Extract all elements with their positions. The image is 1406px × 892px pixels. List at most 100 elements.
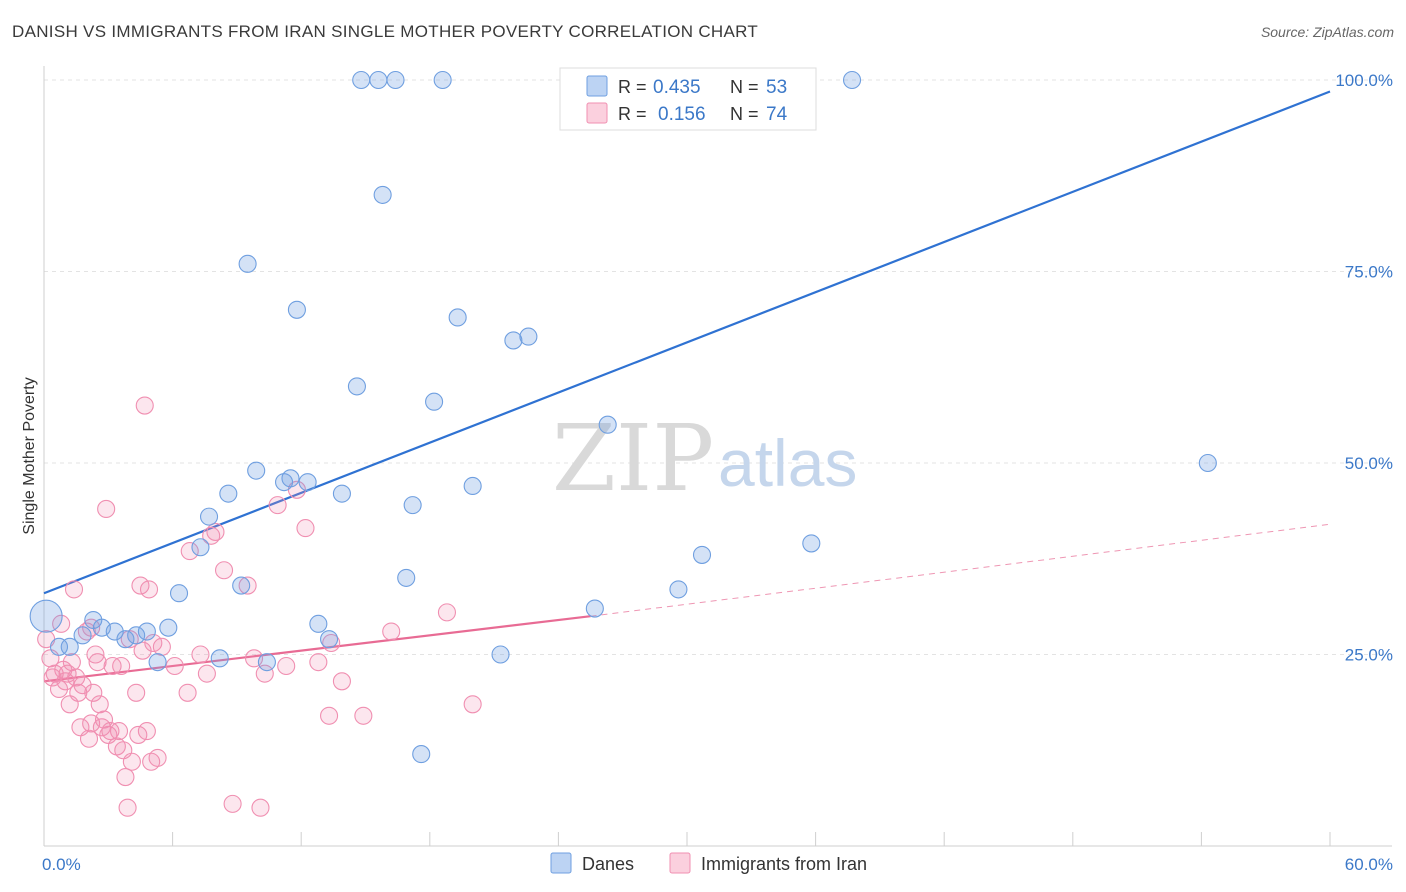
iran-point [206,522,225,541]
legend-r-label-2: R = [618,104,647,124]
danes-point [332,484,351,503]
danes-point [352,70,371,90]
danes-point [491,645,510,664]
danes-point [397,568,416,587]
iran-point [43,668,62,687]
danes-point [210,649,229,668]
danes-point [504,331,523,350]
danes-point [1198,453,1217,473]
trend-line-1 [43,615,591,683]
series-iran-points [37,396,482,817]
watermark-zip: ZIP [552,405,714,512]
iran-point [191,645,210,664]
iran-point [255,664,274,683]
legend-swatch-iran [586,102,608,124]
iran-point [92,718,111,737]
legend-r-label-1: R = [618,77,647,97]
danes-point [692,545,712,564]
iran-point [49,679,69,699]
danes-point [219,484,238,503]
iran-point [64,580,84,599]
bottom-legend-swatch-danes [550,852,572,874]
danes-point [463,476,482,496]
iran-point [86,645,105,664]
danes-point [298,473,317,492]
danes-point [169,584,189,603]
danes-point [127,626,146,645]
y-tick-label-2: 75.0% [1345,263,1393,282]
danes-point [403,496,422,515]
axes [43,66,1392,847]
x-tick-label-0: 0.0% [42,855,81,874]
iran-point [84,683,103,702]
iran-point [135,396,154,415]
iran-point [129,725,148,744]
iran-point [437,603,456,622]
iran-point [79,729,99,748]
danes-point [802,534,821,553]
iran-point [238,576,257,595]
tick-labels: 25.0% 50.0% 75.0% 100.0% 0.0% 60.0% [42,71,1393,874]
danes-point [148,653,167,672]
iran-point [148,748,167,767]
iran-point [127,683,146,702]
iran-point [197,664,216,683]
iran-point [116,768,135,787]
iran-point [223,794,242,813]
iran-point [122,752,141,771]
danes-point [232,576,251,595]
danes-point [842,70,862,90]
danes-point [73,626,92,645]
grid-lines [44,79,1392,655]
iran-point [251,798,270,817]
danes-point [585,599,604,618]
iran-point [144,633,163,653]
danes-point [257,653,276,672]
iran-point [463,695,482,714]
danes-point [425,392,444,411]
bottom-legend: Danes Immigrants from Iran [550,852,867,874]
danes-point [29,599,63,633]
trend-extension-1 [590,523,1331,617]
danes-point [598,415,617,434]
iran-point [67,668,86,687]
iran-point [180,542,199,561]
danes-point [60,637,79,656]
iran-point [277,656,296,676]
iran-point [165,656,184,676]
iran-point [139,580,159,599]
danes-point [369,70,388,90]
danes-point [320,630,339,649]
y-axis-label: Single Mother Poverty [21,377,38,534]
legend-r-value-2: 0.156 [658,104,706,125]
iran-point [296,519,315,538]
danes-point [347,377,366,396]
bottom-legend-swatch-iran [669,852,691,874]
danes-point [137,622,156,641]
legend-r-value-1: 0.435 [653,77,701,98]
x-tick-label-1: 60.0% [1345,855,1393,874]
danes-point [448,308,467,327]
iran-point [309,653,328,672]
chart-title: DANISH VS IMMIGRANTS FROM IRAN SINGLE MO… [12,22,759,41]
danes-point [309,614,328,633]
trend-line-0 [43,90,1331,595]
iran-point [214,561,234,580]
legend-swatch-danes [586,75,608,97]
series-danes-points [29,70,1217,764]
iran-point [97,499,116,519]
danes-point [247,461,266,480]
danes-point [287,300,306,319]
iran-point [88,653,107,672]
iran-point [101,722,120,741]
iran-point [112,656,131,676]
danes-point [199,507,219,526]
danes-point [519,327,538,346]
iran-point [118,798,137,817]
danes-point [159,618,178,637]
y-tick-label-1: 50.0% [1345,454,1393,473]
trend-lines [43,90,1331,683]
danes-point [386,70,405,90]
top-legend: R = 0.435 N = 53 R = 0.156 N = 74 [559,67,817,131]
danes-point [433,70,452,90]
